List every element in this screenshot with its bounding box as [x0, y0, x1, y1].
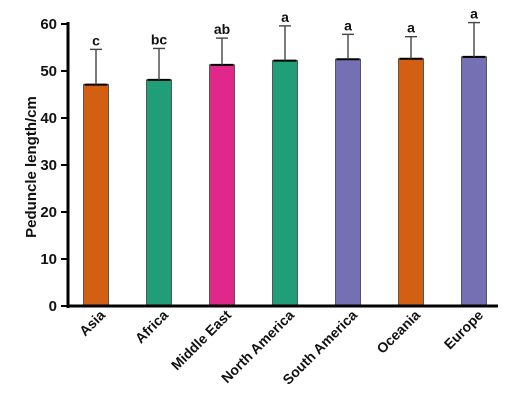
- y-tick-label: 10: [40, 251, 57, 268]
- bar: [272, 60, 298, 307]
- x-category-label: Europe: [441, 307, 487, 353]
- bar: [398, 58, 424, 307]
- y-tick-label: 30: [40, 157, 57, 174]
- y-tick-label: 0: [49, 298, 57, 315]
- x-category-label: Africa: [132, 307, 172, 347]
- bars: [83, 55, 487, 307]
- significance-letter: a: [281, 9, 289, 25]
- y-axis-ticks: 0 10 20 30 40 50 60: [40, 16, 68, 315]
- x-category-label: Oceania: [373, 307, 423, 357]
- x-category-label: Middle East: [168, 307, 235, 374]
- bar: [209, 64, 235, 307]
- significance-letter: a: [407, 20, 415, 36]
- bar: [461, 56, 487, 307]
- bar: [146, 79, 172, 307]
- y-tick-label: 50: [40, 63, 57, 80]
- y-tick-label: 20: [40, 204, 57, 221]
- significance-letters: c bc ab a a a a: [92, 6, 478, 49]
- y-axis-title: Peduncle length/cm: [23, 96, 40, 238]
- significance-letter: c: [92, 32, 100, 48]
- significance-letter: bc: [151, 31, 168, 47]
- significance-letter: ab: [214, 21, 230, 37]
- y-tick-label: 40: [40, 110, 57, 127]
- significance-letter: a: [344, 17, 352, 33]
- x-category-label: Asia: [76, 307, 108, 339]
- significance-letter: a: [470, 6, 478, 22]
- error-bars: [90, 21, 480, 85]
- bar: [335, 58, 361, 307]
- y-tick-label: 60: [40, 16, 57, 33]
- bar: [83, 84, 109, 307]
